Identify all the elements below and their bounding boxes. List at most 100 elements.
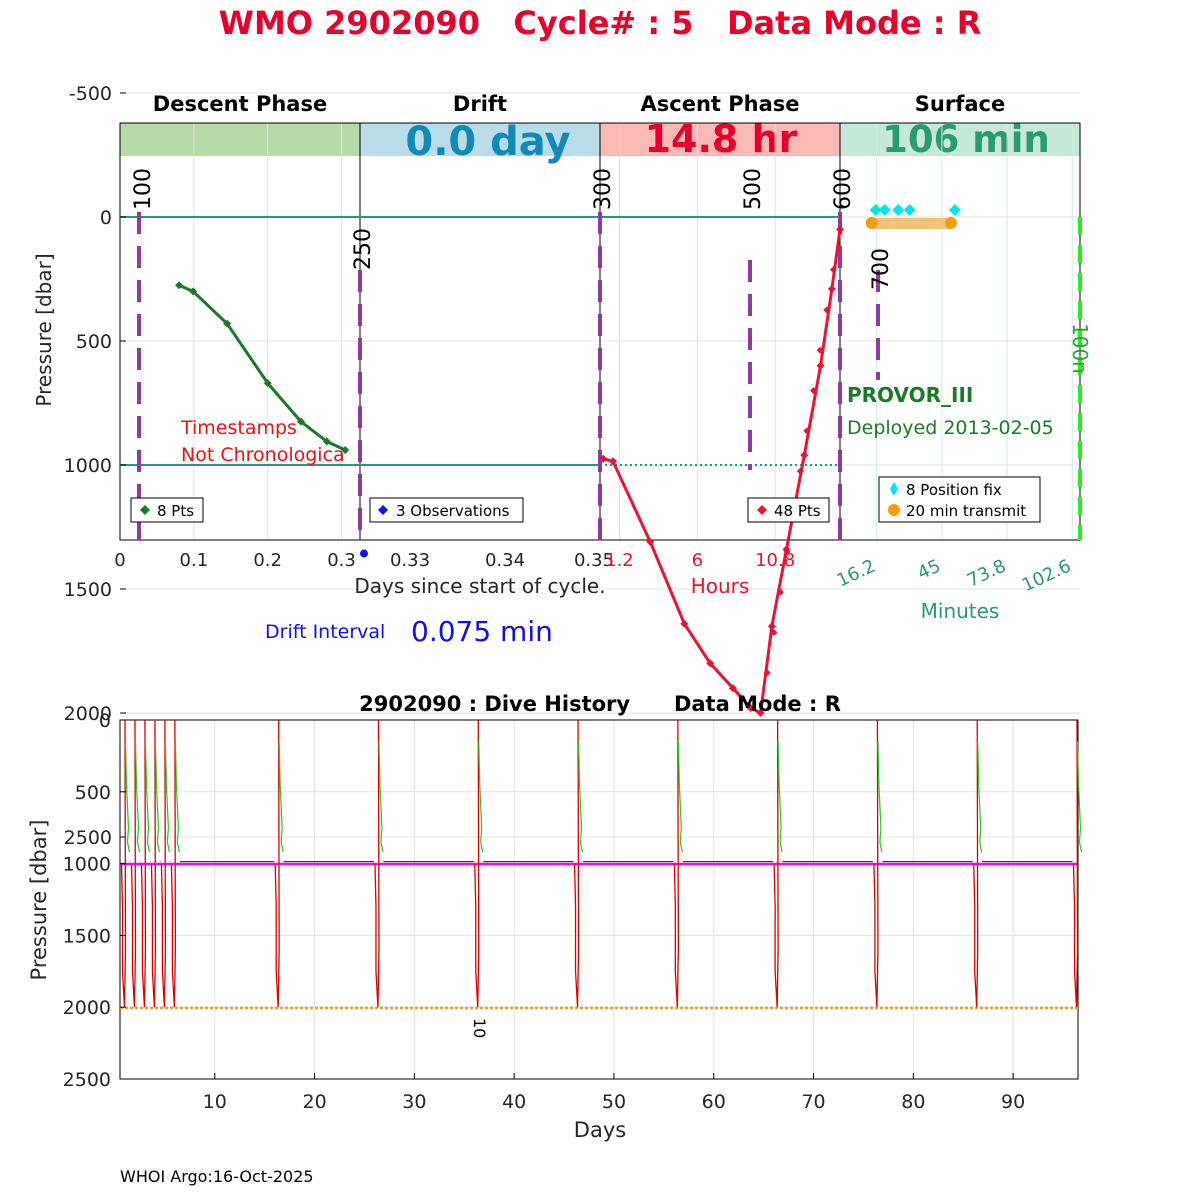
ascent-trace <box>474 719 480 1008</box>
bottom-x-tick-label: 90 <box>1001 1091 1025 1113</box>
drift-band <box>360 123 600 156</box>
legend-transmit-label: 20 min transmit <box>906 502 1026 520</box>
ascent-point <box>776 588 784 596</box>
ascent-point <box>706 659 715 668</box>
legend-descent-marker <box>140 505 150 515</box>
drift-interval-label: Drift Interval <box>265 621 385 643</box>
milestone-label-100: 100 <box>131 168 156 210</box>
ascent-trace <box>973 719 979 1008</box>
top-y-tick-label: -500 <box>69 83 112 105</box>
legend-drift-label: 3 Observations <box>396 502 510 520</box>
dive-history-title: 2902090 : Dive History Data Mode : R <box>359 692 841 716</box>
milestone-label-700: 700 <box>869 248 894 290</box>
ascent-x-tick-label: 1.2 <box>605 550 634 571</box>
legend-position-label: 8 Position fix <box>906 481 1002 499</box>
legend-ascent-marker <box>757 505 767 515</box>
ascent-point <box>599 454 608 463</box>
bottom-x-tick-label: 20 <box>303 1091 327 1113</box>
ascent-point <box>608 457 617 466</box>
descent-trace <box>278 741 284 853</box>
descent-point <box>263 379 272 388</box>
descent-trace <box>124 741 131 853</box>
milestone-label-250: 250 <box>351 228 376 270</box>
surface-band <box>840 123 1080 156</box>
dive-history-series <box>120 719 1083 1008</box>
milestone-label-100n: 100n <box>1068 323 1092 374</box>
ascent-series <box>599 225 844 717</box>
drift-point <box>360 549 368 558</box>
drift-interval-value: 0.075 min <box>411 615 553 648</box>
ascent-point <box>810 387 818 395</box>
x-label-hours: Hours <box>691 574 750 598</box>
ascent-trace <box>773 719 779 1008</box>
descent-x-tick-label: 0.2 <box>253 550 282 571</box>
descent-trace <box>677 741 683 853</box>
phase-label-descent: Descent Phase <box>153 92 327 116</box>
descent-trace <box>977 741 983 853</box>
top-y-axis: -500 0 500 1000 1500 2000 2500 <box>64 83 126 849</box>
bottom-y-tick-label: 0 <box>99 710 111 732</box>
position-fix-point <box>869 204 882 216</box>
milestone-label-600: 600 <box>831 168 856 210</box>
phase-label-drift: Drift <box>453 92 507 116</box>
top-y-axis-label: Pressure [dbar] <box>32 253 56 406</box>
descent-trace <box>877 741 883 853</box>
descent-series <box>175 281 350 455</box>
ascent-point <box>816 346 824 354</box>
drift-x-tick-label: 0.35 <box>574 550 614 571</box>
ascent-trace <box>170 719 177 1008</box>
phase-label-surface: Surface <box>915 92 1005 116</box>
position-fix-point <box>878 204 891 216</box>
ascent-point <box>803 427 811 435</box>
legend-descent-label: 8 Pts <box>157 502 194 520</box>
deployment-date: Deployed 2013-02-05 <box>847 417 1054 439</box>
ascent-trace <box>160 719 167 1008</box>
bottom-y-axis-label: Pressure [dbar] <box>27 820 51 981</box>
descent-point <box>296 417 305 426</box>
timestamp-warning-line1: Timestamps <box>180 417 297 439</box>
milestone-label-300: 300 <box>591 168 616 210</box>
ascent-point <box>646 537 655 546</box>
ascent-trace <box>873 719 879 1008</box>
ascent-duration: 14.8 hr <box>645 117 798 161</box>
ascent-point <box>836 225 844 234</box>
top-y-tick-label: 2500 <box>64 827 112 849</box>
ascent-point <box>767 622 776 631</box>
ascent-trace <box>150 719 157 1008</box>
legend-descent: 8 Pts <box>130 497 204 523</box>
drift-series <box>360 549 368 558</box>
footer: WHOI Argo:16-Oct-2025 <box>120 1167 314 1186</box>
transmit-point <box>944 217 957 229</box>
top-y-tick-label: 2000 <box>64 703 112 725</box>
ascent-line <box>602 229 842 716</box>
descent-x-tick-label: 0.1 <box>180 550 209 571</box>
ascent-point <box>816 361 825 370</box>
ascent-band <box>600 123 840 156</box>
drift-duration: 0.0 day <box>405 119 570 165</box>
bottom-y-tick-label: 2000 <box>63 997 111 1019</box>
ascent-point <box>728 684 737 693</box>
ascent-point <box>783 548 791 556</box>
drift-x-tick-label: 0.33 <box>390 550 430 571</box>
position-fix-point <box>892 204 905 216</box>
legend-drift: 3 Observations <box>369 497 524 523</box>
bottom-y-tick-label: 500 <box>75 782 111 804</box>
legend-drift-marker <box>378 505 388 515</box>
ascent-trace <box>140 719 147 1008</box>
x-label-days: Days since start of cycle. <box>354 574 605 598</box>
transmit-point <box>865 217 878 229</box>
bottom-panel: 2902090 : Dive History Data Mode : R 0 50… <box>27 692 1083 1142</box>
ascent-trace <box>274 719 280 1008</box>
top-panel: Descent Phase Drift Ascent Phase Surface… <box>32 83 1092 849</box>
legend-surface: 8 Position fix 20 min transmit <box>878 476 1041 523</box>
ascent-point <box>680 619 689 628</box>
ascent-point <box>763 669 771 677</box>
bottom-y-tick-label: 2500 <box>63 1069 111 1091</box>
descent-trace <box>144 741 151 853</box>
descent-point <box>189 287 198 296</box>
drift-x-tick-label: 0.34 <box>485 550 525 571</box>
ascent-point <box>829 266 837 274</box>
ascent-trace <box>120 719 127 1008</box>
figure-title: WMO 2902090 Cycle# : 5 Data Mode : R <box>219 4 982 42</box>
